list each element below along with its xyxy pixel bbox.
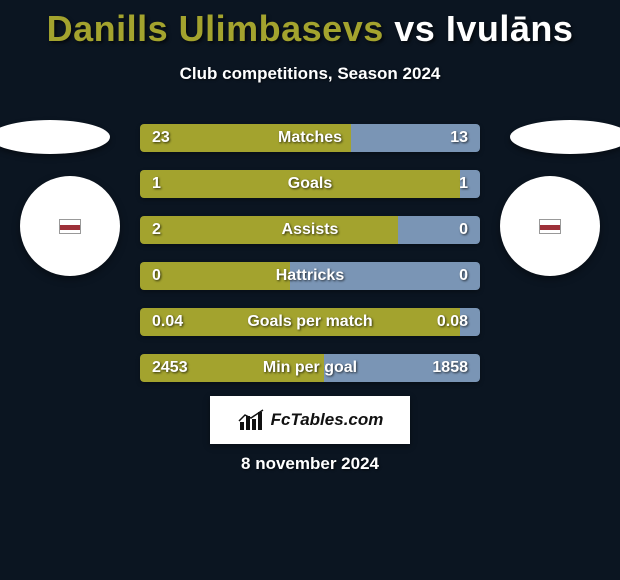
snapshot-date: 8 november 2024 xyxy=(0,454,620,474)
player2-flag-icon xyxy=(539,219,561,234)
chart-icon xyxy=(237,408,265,432)
player1-graphic xyxy=(0,120,120,276)
vs-label: vs xyxy=(394,8,435,49)
stat-label: Goals per match xyxy=(140,308,480,336)
stat-bar-goals-per-match: 0.040.08Goals per match xyxy=(140,308,480,336)
stat-bar-goals: 11Goals xyxy=(140,170,480,198)
page-title: Danills Ulimbasevs vs Ivulāns xyxy=(0,0,620,50)
stat-label: Min per goal xyxy=(140,354,480,382)
player2-name-oval xyxy=(510,120,620,154)
player2-graphic xyxy=(500,120,620,276)
stat-label: Hattricks xyxy=(140,262,480,290)
player1-avatar-circle xyxy=(20,176,120,276)
player2-name: Ivulāns xyxy=(446,8,574,49)
stat-bar-matches: 2313Matches xyxy=(140,124,480,152)
logo-text: FcTables.com xyxy=(271,410,384,430)
player1-flag-icon xyxy=(59,219,81,234)
player1-name-oval xyxy=(0,120,110,154)
player1-name: Danills Ulimbasevs xyxy=(47,8,384,49)
stat-bar-assists: 20Assists xyxy=(140,216,480,244)
site-logo: FcTables.com xyxy=(210,396,410,444)
player2-avatar-circle xyxy=(500,176,600,276)
stat-label: Assists xyxy=(140,216,480,244)
stat-label: Goals xyxy=(140,170,480,198)
subtitle: Club competitions, Season 2024 xyxy=(0,64,620,84)
stat-bar-min-per-goal: 24531858Min per goal xyxy=(140,354,480,382)
comparison-bars: 2313Matches 11Goals 20Assists 00Hattricks 0.… xyxy=(140,124,480,400)
stat-label: Matches xyxy=(140,124,480,152)
stat-bar-hattricks: 00Hattricks xyxy=(140,262,480,290)
